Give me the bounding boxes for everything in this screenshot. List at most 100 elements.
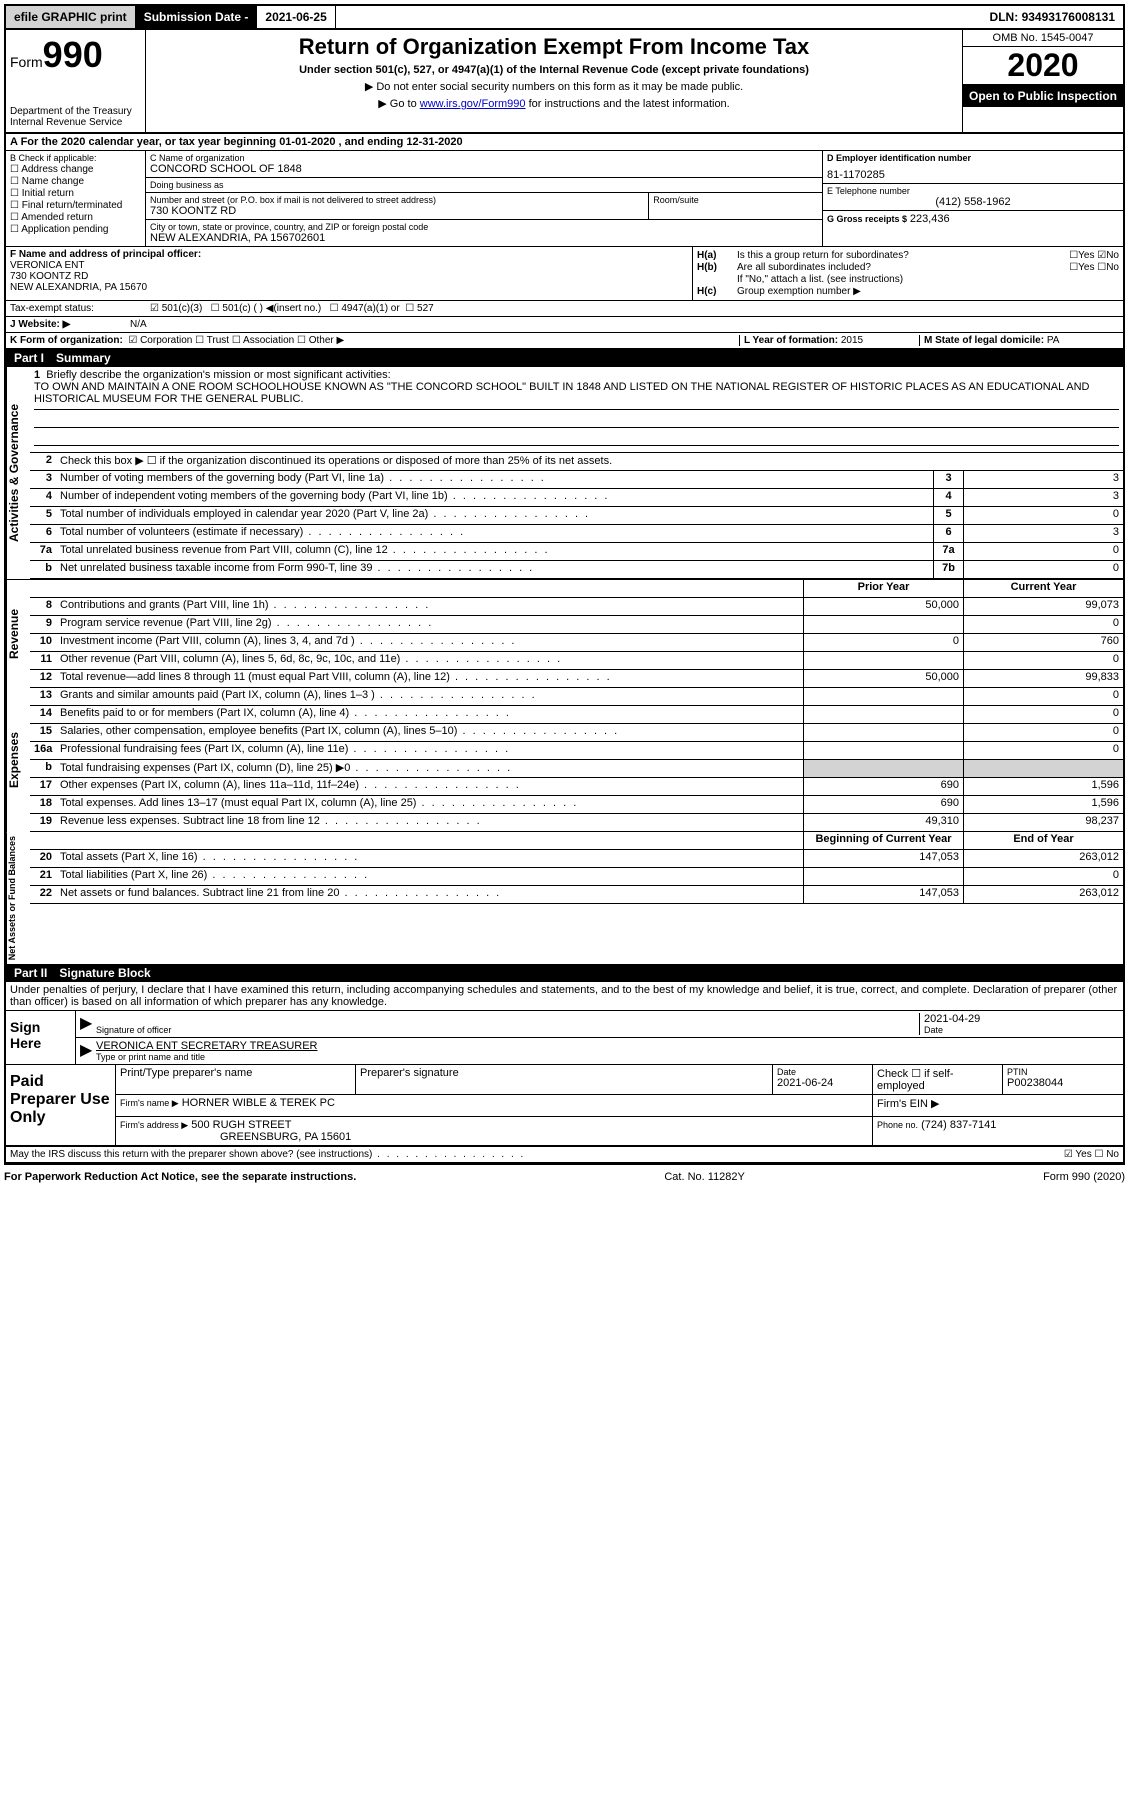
top-bar: efile GRAPHIC print Submission Date - 20… <box>6 6 1123 30</box>
ha-row: H(a) Is this a group return for subordin… <box>697 250 1119 261</box>
col-f-officer: F Name and address of principal officer:… <box>6 247 693 300</box>
discuss-question: May the IRS discuss this return with the… <box>10 1149 969 1160</box>
mission-num: 1 <box>34 369 40 381</box>
cb-application-pending[interactable]: ☐ Application pending <box>10 224 141 235</box>
website-row: J Website: ▶ N/A <box>6 317 1123 333</box>
footer-catno: Cat. No. 11282Y <box>565 1171 845 1183</box>
line2-row: 2 Check this box ▶ ☐ if the organization… <box>30 453 1123 471</box>
exp-block: Expenses 13Grants and similar amounts pa… <box>6 688 1123 832</box>
sig-date-label: Date <box>924 1025 1119 1035</box>
summary-row: 5Total number of individuals employed in… <box>30 507 1123 525</box>
prep-name-hdr: Print/Type preparer's name <box>116 1065 356 1094</box>
cb-initial-return[interactable]: ☐ Initial return <box>10 188 141 199</box>
cb-527[interactable]: ☐ 527 <box>405 303 433 314</box>
dba-label: Doing business as <box>150 180 818 190</box>
sig-name-field: VERONICA ENT SECRETARY TREASURER Type or… <box>96 1040 1119 1062</box>
irs-link[interactable]: www.irs.gov/Form990 <box>420 98 526 110</box>
arrow-icon: ▶ <box>80 1040 96 1062</box>
room-label: Room/suite <box>653 195 818 205</box>
ein-value: 81-1170285 <box>827 169 1119 181</box>
k-left: K Form of organization: ☑ Corporation ☐ … <box>10 335 739 346</box>
firm-name-cell: Firm's name ▶ HORNER WIBLE & TEREK PC <box>116 1095 873 1116</box>
firm-phone-label: Phone no. <box>877 1120 918 1130</box>
col-b-label: B Check if applicable: <box>10 153 141 163</box>
cb-final-return[interactable]: ☐ Final return/terminated <box>10 200 141 211</box>
phone-cell: E Telephone number (412) 558-1962 <box>823 184 1123 211</box>
summary-row: 22Net assets or fund balances. Subtract … <box>30 886 1123 904</box>
summary-row: 6Total number of volunteers (estimate if… <box>30 525 1123 543</box>
ha-yesno[interactable]: ☐Yes ☑No <box>1009 250 1119 261</box>
hb-note: If "No," attach a list. (see instruction… <box>737 274 1119 285</box>
prep-selfemployed[interactable]: Check ☐ if self-employed <box>873 1065 1003 1094</box>
prep-ptin-cell: PTIN P00238044 <box>1003 1065 1123 1094</box>
tax-exempt-row: Tax-exempt status: ☑ 501(c)(3) ☐ 501(c) … <box>6 301 1123 317</box>
header-mid: Return of Organization Exempt From Incom… <box>146 30 963 132</box>
form-org-row: K Form of organization: ☑ Corporation ☐ … <box>6 333 1123 349</box>
officer-addr1: 730 KOONTZ RD <box>10 271 688 282</box>
street-cell: Number and street (or P.O. box if mail i… <box>146 193 649 219</box>
hc-row: H(c) Group exemption number ▶ <box>697 286 1119 297</box>
ha-label: H(a) <box>697 250 737 261</box>
sig-name-label: Type or print name and title <box>96 1052 1119 1062</box>
part2-num: Part II <box>14 966 47 980</box>
firm-name-row: Firm's name ▶ HORNER WIBLE & TEREK PC Fi… <box>116 1095 1123 1117</box>
summary-row: 8Contributions and grants (Part VIII, li… <box>30 598 1123 616</box>
cb-501c3[interactable]: ☑ 501(c)(3) <box>150 303 202 314</box>
mission-blank2 <box>34 432 1119 446</box>
prep-date-val: 2021-06-24 <box>777 1077 868 1089</box>
eoy-hdr: End of Year <box>963 832 1123 849</box>
street-value: 730 KOONTZ RD <box>150 205 644 217</box>
city-value: NEW ALEXANDRIA, PA 156702601 <box>150 232 818 244</box>
hb-label: H(b) <box>697 262 737 273</box>
prep-ptin-val: P00238044 <box>1007 1077 1119 1089</box>
submission-date-value: 2021-06-25 <box>257 6 335 28</box>
form-subtitle: Under section 501(c), 527, or 4947(a)(1)… <box>150 64 958 76</box>
sig-officer-line: ▶ Signature of officer 2021-04-29 Date <box>76 1011 1123 1038</box>
gov-block: Activities & Governance 1 Briefly descri… <box>6 367 1123 579</box>
taxexempt-label: Tax-exempt status: <box>10 303 150 314</box>
cb-501c[interactable]: ☐ 501(c) ( ) ◀(insert no.) <box>211 303 322 314</box>
col-b-checkboxes: B Check if applicable: ☐ Address change … <box>6 151 146 246</box>
sig-officer-field[interactable]: Signature of officer <box>96 1013 919 1035</box>
firm-addr2: GREENSBURG, PA 15601 <box>120 1131 868 1143</box>
street-label: Number and street (or P.O. box if mail i… <box>150 195 644 205</box>
cb-name-change[interactable]: ☐ Name change <box>10 176 141 187</box>
prep-sig-hdr: Preparer's signature <box>356 1065 773 1094</box>
current-year-hdr: Current Year <box>963 580 1123 597</box>
hc-label: H(c) <box>697 286 737 297</box>
col-h-group: H(a) Is this a group return for subordin… <box>693 247 1123 300</box>
efile-label[interactable]: efile GRAPHIC print <box>6 6 136 28</box>
discuss-answer[interactable]: ☑ Yes ☐ No <box>969 1149 1119 1160</box>
officer-group-block: F Name and address of principal officer:… <box>6 247 1123 301</box>
open-public-badge: Open to Public Inspection <box>963 85 1123 107</box>
l-formation: L Year of formation: 2015 <box>739 335 919 346</box>
col-de: D Employer identification number 81-1170… <box>823 151 1123 246</box>
na-body: Beginning of Current Year End of Year 20… <box>30 832 1123 964</box>
sig-officer-label: Signature of officer <box>96 1025 919 1035</box>
k-opts[interactable]: ☑ Corporation ☐ Trust ☐ Association ☐ Ot… <box>128 335 344 346</box>
dba-cell: Doing business as <box>146 178 822 193</box>
cb-address-change[interactable]: ☐ Address change <box>10 164 141 175</box>
header-right: OMB No. 1545-0047 2020 Open to Public In… <box>963 30 1123 132</box>
na-block: Net Assets or Fund Balances Beginning of… <box>6 832 1123 964</box>
summary-row: 14Benefits paid to or for members (Part … <box>30 706 1123 724</box>
summary-row: 11Other revenue (Part VIII, column (A), … <box>30 652 1123 670</box>
mission-text: TO OWN AND MAINTAIN A ONE ROOM SCHOOLHOU… <box>34 381 1119 410</box>
hb-yesno[interactable]: ☐Yes ☐No <box>1009 262 1119 273</box>
part1-header: Part I Summary <box>6 349 1123 367</box>
k-label: K Form of organization: <box>10 335 123 346</box>
na-header-row: Beginning of Current Year End of Year <box>30 832 1123 850</box>
officer-name: VERONICA ENT <box>10 260 688 271</box>
gross-receipts-cell: G Gross receipts $ 223,436 <box>823 211 1123 227</box>
line2-text: Check this box ▶ ☐ if the organization d… <box>56 453 1123 470</box>
part1-title: Summary <box>56 351 111 365</box>
hb-text: Are all subordinates included? <box>737 262 1009 273</box>
cb-4947[interactable]: ☐ 4947(a)(1) or <box>330 303 400 314</box>
ein-label: D Employer identification number <box>827 153 1119 163</box>
entity-block: B Check if applicable: ☐ Address change … <box>6 151 1123 247</box>
firm-phone-cell: Phone no. (724) 837-7141 <box>873 1117 1123 1145</box>
phone-label: E Telephone number <box>827 186 1119 196</box>
cb-amended[interactable]: ☐ Amended return <box>10 212 141 223</box>
vtab-netassets: Net Assets or Fund Balances <box>6 832 30 964</box>
firm-name-value: HORNER WIBLE & TEREK PC <box>182 1097 335 1109</box>
